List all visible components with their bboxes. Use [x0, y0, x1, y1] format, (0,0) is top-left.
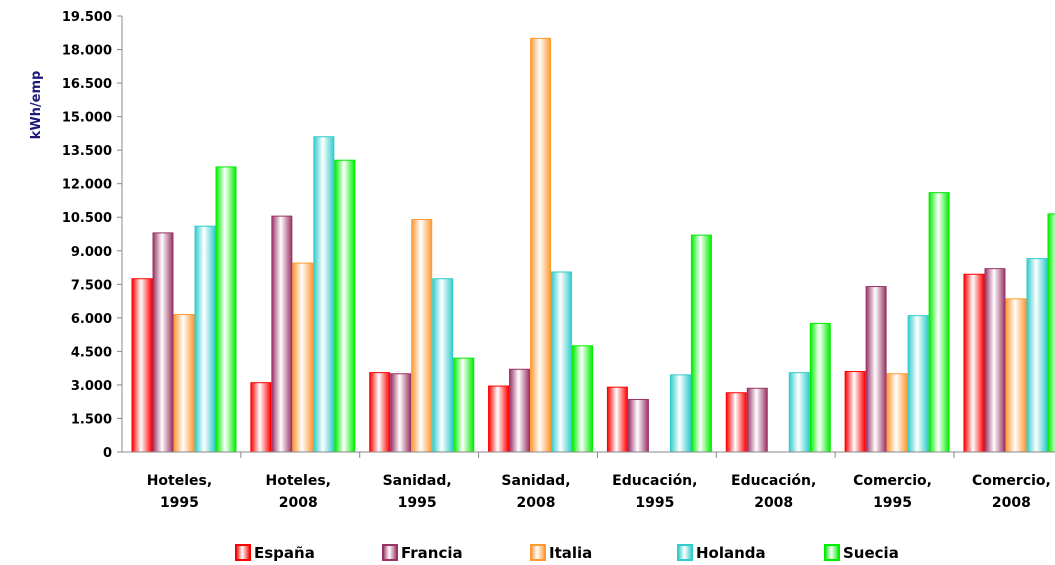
bar — [369, 372, 391, 453]
x-tick-label: 1995 — [873, 495, 912, 511]
y-tick-label: 3.000 — [71, 379, 112, 394]
y-tick-label: 9.000 — [71, 245, 112, 260]
bar — [250, 382, 272, 453]
x-tick-label: 2008 — [754, 495, 793, 511]
bar — [131, 278, 153, 453]
bar — [509, 368, 531, 453]
y-axis: 0 1.500 3.000 4.500 6.000 7.500 9.000 10.500 12.… — [62, 10, 123, 461]
y-tick-label: 15.000 — [62, 111, 112, 126]
bar — [669, 374, 691, 453]
bar — [984, 268, 1006, 453]
x-axis: Hoteles, 1995 Hoteles, 2008 Sanidad, 1995 Sani… — [122, 451, 1055, 511]
legend-swatch — [677, 544, 693, 561]
x-tick-label: Comercio, — [853, 473, 932, 489]
x-tick-label: 1995 — [635, 495, 674, 511]
y-tick-label: 18.000 — [62, 44, 112, 59]
bar — [390, 373, 412, 453]
bar — [928, 192, 950, 453]
bar — [152, 232, 174, 453]
bar — [572, 345, 594, 453]
y-tick-label: 1.500 — [71, 412, 112, 427]
y-tick-label: 4.500 — [71, 345, 112, 360]
y-tick-label: 19.500 — [62, 10, 112, 25]
bar — [194, 225, 216, 453]
bar — [627, 398, 649, 453]
legend-label: Italia — [549, 544, 592, 562]
y-tick-label: 16.500 — [62, 77, 112, 92]
x-tick-label: Comercio, — [972, 473, 1051, 489]
bar — [1047, 213, 1055, 453]
bar — [488, 385, 510, 453]
x-tick-label: Sanidad, — [501, 473, 570, 489]
x-tick-label: Hoteles, — [266, 473, 331, 489]
bar — [551, 271, 573, 453]
y-tick-label: 6.000 — [71, 312, 112, 327]
x-tick-label: 2008 — [279, 495, 318, 511]
bar — [173, 313, 195, 453]
bar — [334, 159, 356, 453]
legend-swatch — [824, 544, 840, 561]
bar — [746, 387, 768, 453]
x-tick-label: Sanidad, — [383, 473, 452, 489]
bar — [432, 278, 454, 453]
legend-swatch — [235, 544, 251, 561]
bar — [788, 372, 810, 453]
x-tick-label: 1995 — [398, 495, 437, 511]
x-tick-label: 1995 — [160, 495, 199, 511]
bar — [844, 371, 866, 453]
bar — [865, 286, 887, 453]
bar — [690, 234, 712, 453]
bar — [453, 357, 475, 453]
legend-swatch — [530, 544, 546, 561]
y-tick-label: 12.000 — [62, 178, 112, 193]
bar — [886, 373, 908, 453]
bar — [963, 273, 985, 453]
bar — [1026, 258, 1048, 453]
bar — [292, 262, 314, 453]
legend-label: España — [254, 544, 315, 562]
legend-label: Holanda — [696, 544, 766, 562]
bar — [313, 136, 335, 453]
bar — [809, 322, 831, 453]
bar — [215, 166, 237, 453]
y-tick-label: 10.500 — [62, 211, 112, 226]
legend-label: Suecia — [843, 544, 899, 562]
bar — [530, 37, 552, 453]
y-tick-label: 13.500 — [62, 144, 112, 159]
x-tick-label: Educación, — [612, 473, 697, 489]
x-tick-label: Educación, — [731, 473, 816, 489]
legend-swatch — [382, 544, 398, 561]
bar — [606, 386, 628, 453]
bar — [411, 218, 433, 453]
legend: España Francia Italia Holanda Suecia — [235, 544, 899, 562]
y-tick-label: 7.500 — [71, 278, 112, 293]
bars — [131, 37, 1055, 453]
bar — [725, 392, 747, 453]
bar — [1005, 298, 1027, 453]
x-tick-label: 2008 — [992, 495, 1031, 511]
y-axis-label: kWh/emp — [29, 71, 44, 140]
x-tick-label: Hoteles, — [147, 473, 212, 489]
x-tick-label: 2008 — [517, 495, 556, 511]
bar — [271, 215, 293, 453]
legend-label: Francia — [401, 544, 463, 562]
bar — [907, 315, 929, 453]
y-tick-label: 0 — [103, 446, 112, 461]
